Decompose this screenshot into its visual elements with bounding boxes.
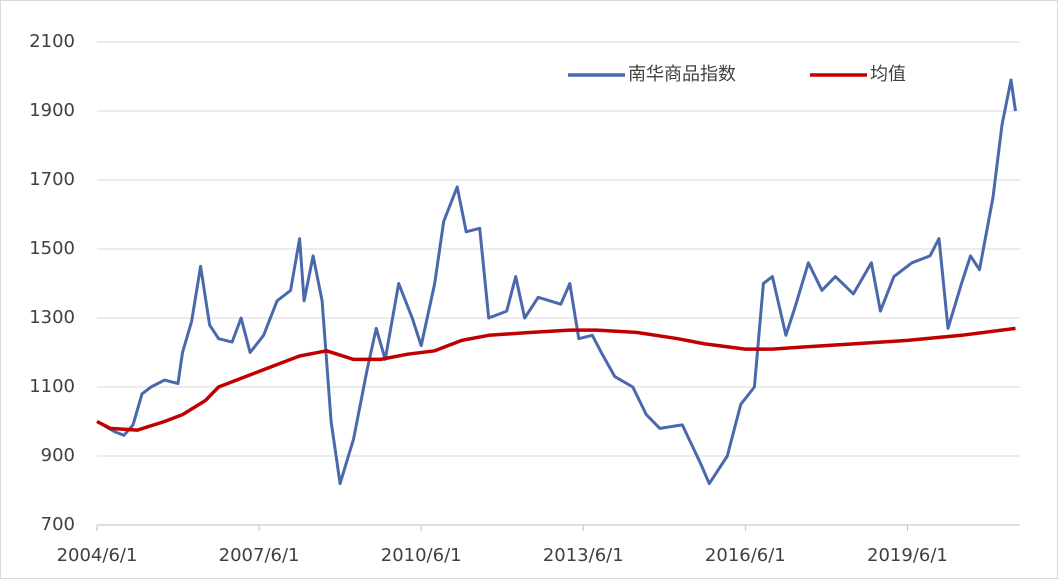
legend-label: 南华商品指数 bbox=[628, 64, 736, 85]
x-tick-label: 2007/6/1 bbox=[219, 545, 300, 566]
y-tick-label: 700 bbox=[41, 514, 75, 535]
y-tick-label: 900 bbox=[41, 445, 75, 466]
y-tick-label: 1500 bbox=[29, 238, 75, 259]
y-tick-label: 1900 bbox=[29, 100, 75, 121]
y-tick-label: 1100 bbox=[29, 376, 75, 397]
x-tick-label: 2019/6/1 bbox=[867, 545, 948, 566]
x-tick-label: 2013/6/1 bbox=[543, 545, 624, 566]
series-line bbox=[96, 78, 1017, 486]
x-tick-label: 2004/6/1 bbox=[57, 545, 138, 566]
x-tick-label: 2016/6/1 bbox=[705, 545, 786, 566]
x-tick-label: 2010/6/1 bbox=[381, 545, 462, 566]
legend-label: 均值 bbox=[870, 64, 906, 85]
y-tick-label: 1700 bbox=[29, 169, 75, 190]
y-tick-label: 1300 bbox=[29, 307, 75, 328]
series-line bbox=[96, 326, 1016, 432]
y-tick-label: 2100 bbox=[29, 31, 75, 52]
